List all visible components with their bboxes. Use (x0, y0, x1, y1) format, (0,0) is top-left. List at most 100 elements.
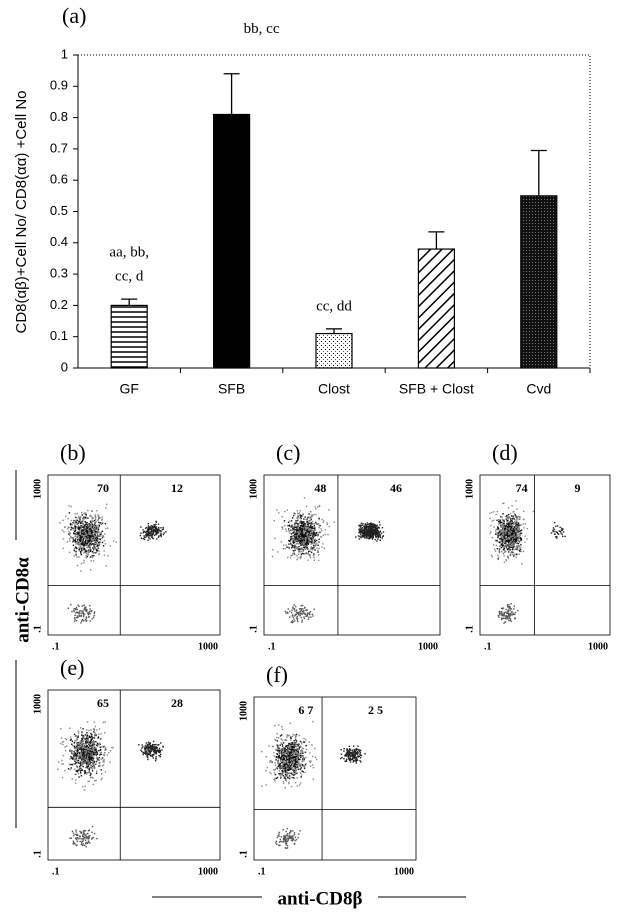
event-dot (94, 525, 96, 527)
event-dot (315, 531, 318, 534)
event-dot (277, 756, 279, 758)
event-dot (286, 765, 288, 768)
event-dot (153, 746, 156, 748)
event-dot (508, 536, 510, 538)
y-axis-label: CD8(αβ)+Cell No/ CD8(αα) +Cell No (13, 90, 30, 333)
event-dot (362, 532, 365, 534)
event-dot (287, 771, 289, 774)
event-dot (518, 523, 520, 526)
event-dot (78, 757, 80, 760)
event-dot (294, 615, 296, 617)
event-dot (514, 521, 517, 524)
event-dot (302, 540, 305, 543)
event-dot (150, 525, 153, 527)
event-dot (289, 754, 291, 756)
event-dot (276, 736, 278, 739)
event-dot (378, 521, 381, 523)
event-dot (506, 516, 509, 518)
event-dot (85, 749, 88, 751)
event-dot (285, 752, 287, 755)
event-dot (91, 838, 93, 840)
event-dot (82, 525, 84, 527)
event-dot (498, 550, 500, 552)
event-dot (301, 526, 304, 528)
tick-label: 1000 (198, 641, 218, 652)
event-dot (92, 540, 94, 542)
event-dot (306, 544, 308, 547)
event-dot (67, 607, 69, 609)
event-dot (80, 831, 82, 833)
event-dot (86, 612, 89, 614)
event-dot (295, 741, 298, 744)
event-dot (83, 525, 85, 528)
event-dot (297, 763, 299, 766)
event-dot (373, 529, 375, 532)
event-dot (265, 769, 267, 772)
event-dot (312, 548, 314, 551)
panel-label: (e) (60, 655, 84, 680)
event-dot (86, 745, 88, 747)
event-dot (85, 525, 88, 528)
event-dot (101, 777, 103, 780)
event-dot (291, 554, 293, 557)
event-dot (83, 547, 86, 550)
event-dot (89, 745, 92, 747)
event-dot (152, 743, 154, 746)
tick-label: .1 (238, 850, 249, 858)
event-dot (89, 532, 91, 534)
event-dot (509, 512, 512, 515)
event-dot (372, 536, 374, 538)
event-dot (96, 759, 98, 762)
event-dot (494, 550, 497, 552)
event-dot (320, 536, 323, 538)
event-dot (509, 517, 511, 519)
event-dot (85, 535, 88, 537)
event-dot (83, 524, 86, 527)
event-dot (506, 529, 508, 532)
event-dot (284, 747, 286, 749)
event-dot (78, 756, 80, 758)
event-dot (82, 610, 84, 612)
event-dot (82, 744, 84, 746)
event-dot (76, 738, 78, 741)
event-dot (278, 724, 280, 726)
event-dot (86, 534, 88, 536)
event-dot (100, 748, 102, 751)
event-dot (95, 772, 98, 774)
event-dot (76, 766, 78, 768)
event-dot (291, 529, 294, 532)
event-dot (287, 767, 289, 770)
event-dot (301, 544, 304, 546)
event-dot (296, 750, 298, 753)
event-dot (296, 755, 298, 758)
event-dot (75, 519, 77, 522)
event-dot (86, 842, 89, 845)
event-dot (365, 535, 368, 538)
event-dot (275, 759, 277, 761)
event-dot (83, 526, 85, 528)
event-dot (295, 532, 297, 534)
event-dot (86, 526, 88, 528)
event-dot (82, 530, 84, 532)
event-dot (364, 530, 366, 533)
event-dot (81, 748, 84, 751)
event-dot (65, 745, 68, 747)
event-dot (85, 846, 87, 848)
event-dot (511, 610, 513, 613)
event-dot (155, 756, 157, 758)
event-dot (293, 768, 295, 771)
event-dot (311, 523, 313, 525)
event-dot (92, 783, 94, 786)
event-dot (502, 519, 504, 522)
event-dot (95, 734, 97, 737)
event-dot (286, 757, 289, 759)
event-dot (358, 538, 360, 540)
event-dot (84, 532, 86, 535)
event-dot (85, 754, 88, 756)
event-dot (82, 746, 85, 749)
event-dot (295, 743, 297, 745)
event-dot (96, 544, 99, 546)
event-dot (290, 761, 293, 763)
event-dot (510, 620, 513, 623)
event-dot (283, 520, 286, 522)
